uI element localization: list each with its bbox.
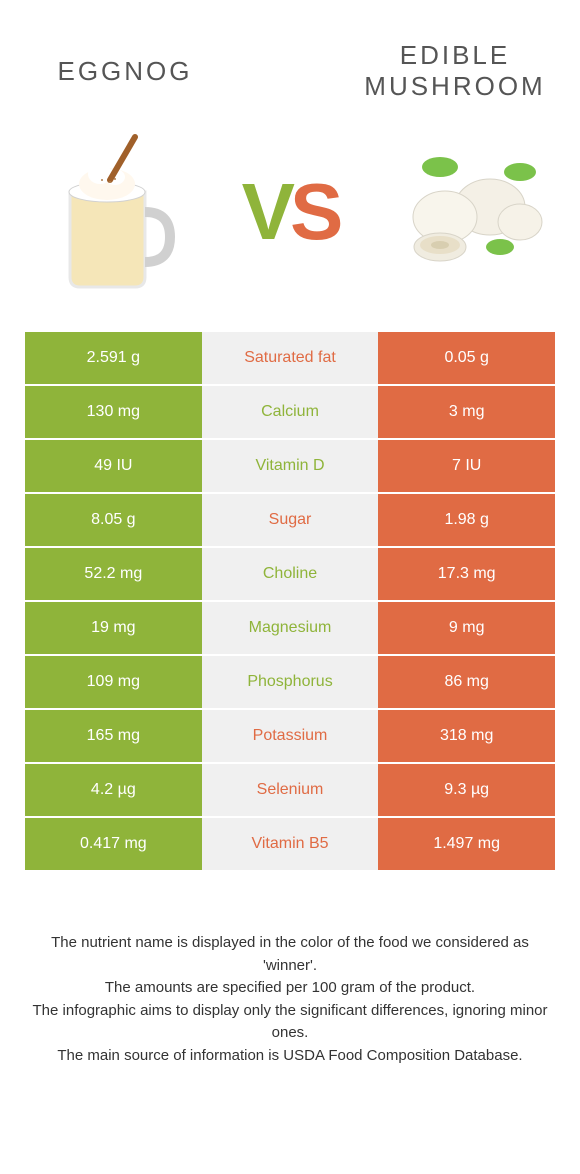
right-value: 9 mg [378, 602, 555, 656]
left-value: 4.2 µg [25, 764, 202, 818]
nutrient-label: Potassium [202, 710, 379, 764]
comparison-table: 2.591 gSaturated fat0.05 g130 mgCalcium3… [25, 332, 555, 872]
title-left: Eggnog [25, 56, 225, 87]
left-value: 0.417 mg [25, 818, 202, 872]
nutrient-label: Sugar [202, 494, 379, 548]
left-value: 109 mg [25, 656, 202, 710]
footer-line-2: The amounts are specified per 100 gram o… [25, 977, 555, 1000]
footer-notes: The nutrient name is displayed in the co… [25, 932, 555, 1067]
footer-line-1: The nutrient name is displayed in the co… [25, 932, 555, 977]
vs-label: VS [242, 166, 339, 258]
vs-s: S [290, 167, 338, 256]
right-value: 318 mg [378, 710, 555, 764]
nutrient-label: Choline [202, 548, 379, 602]
title-right: Edible Mushroom [355, 40, 555, 102]
left-value: 49 IU [25, 440, 202, 494]
eggnog-image [25, 127, 195, 297]
right-value: 7 IU [378, 440, 555, 494]
left-value: 2.591 g [25, 332, 202, 386]
right-value: 1.497 mg [378, 818, 555, 872]
nutrient-label: Selenium [202, 764, 379, 818]
table-row: 165 mgPotassium318 mg [25, 710, 555, 764]
right-value: 86 mg [378, 656, 555, 710]
footer-line-3: The infographic aims to display only the… [25, 1000, 555, 1045]
mushroom-icon [390, 152, 550, 272]
table-row: 19 mgMagnesium9 mg [25, 602, 555, 656]
mushroom-image [385, 127, 555, 297]
eggnog-icon [40, 132, 180, 292]
vs-v: V [242, 167, 290, 256]
table-row: 49 IUVitamin D7 IU [25, 440, 555, 494]
table-row: 2.591 gSaturated fat0.05 g [25, 332, 555, 386]
nutrient-label: Vitamin D [202, 440, 379, 494]
table-row: 109 mgPhosphorus86 mg [25, 656, 555, 710]
nutrient-label: Calcium [202, 386, 379, 440]
left-value: 165 mg [25, 710, 202, 764]
left-value: 52.2 mg [25, 548, 202, 602]
table-row: 52.2 mgCholine17.3 mg [25, 548, 555, 602]
right-value: 0.05 g [378, 332, 555, 386]
left-value: 8.05 g [25, 494, 202, 548]
table-row: 8.05 gSugar1.98 g [25, 494, 555, 548]
right-value: 17.3 mg [378, 548, 555, 602]
footer-line-4: The main source of information is USDA F… [25, 1045, 555, 1068]
left-value: 19 mg [25, 602, 202, 656]
right-value: 1.98 g [378, 494, 555, 548]
right-value: 9.3 µg [378, 764, 555, 818]
nutrient-label: Phosphorus [202, 656, 379, 710]
nutrient-label: Magnesium [202, 602, 379, 656]
nutrient-label: Saturated fat [202, 332, 379, 386]
right-value: 3 mg [378, 386, 555, 440]
table-row: 0.417 mgVitamin B51.497 mg [25, 818, 555, 872]
table-row: 130 mgCalcium3 mg [25, 386, 555, 440]
left-value: 130 mg [25, 386, 202, 440]
header: Eggnog Edible Mushroom [25, 40, 555, 102]
nutrient-label: Vitamin B5 [202, 818, 379, 872]
table-row: 4.2 µgSelenium9.3 µg [25, 764, 555, 818]
images-row: VS [25, 122, 555, 302]
